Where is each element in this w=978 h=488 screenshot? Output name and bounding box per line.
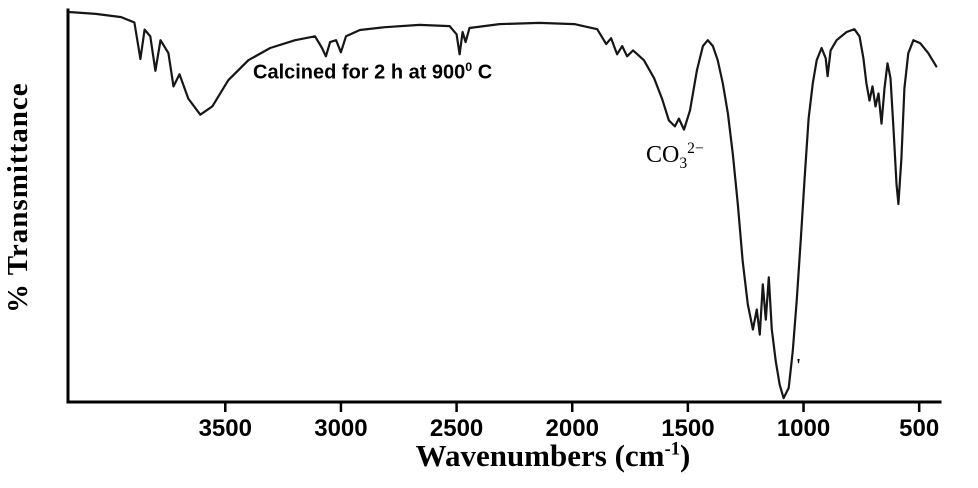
carbonate-label: CO32−	[646, 140, 704, 173]
x-axis-tick-label: 2000	[546, 415, 599, 442]
spectrum-curve	[67, 10, 938, 400]
x-axis-tick-label: 1000	[777, 415, 830, 442]
calcined-annotation-unit: C	[472, 61, 493, 84]
y-axis-label: % Transmittance	[2, 82, 34, 314]
x-axis-label-close: )	[680, 438, 691, 473]
x-axis-label-text: Wavenumbers (cm	[415, 438, 665, 473]
x-axis-tick-label: 2500	[430, 415, 483, 442]
x-axis-tick-label: 1500	[661, 415, 714, 442]
x-axis-tick-label: 3000	[314, 415, 367, 442]
calcined-annotation: Calcined for 2 h at 9000 C	[253, 60, 492, 85]
x-axis-label: Wavenumbers (cm-1)	[128, 438, 978, 474]
carbonate-label-subscript: 3	[679, 154, 688, 172]
x-axis-tick-label: 3500	[199, 415, 252, 442]
carbonate-label-superscript: 2−	[687, 140, 704, 157]
x-axis-label-superscript: -1	[664, 438, 681, 460]
x-axis-tick-label: 500	[899, 415, 939, 442]
calcined-annotation-superscript: 0	[465, 60, 473, 74]
calcined-annotation-text: Calcined for 2 h at 900	[253, 61, 466, 84]
plot-axes	[66, 8, 942, 404]
stray-mark: '	[796, 355, 802, 375]
carbonate-label-text: CO	[646, 142, 680, 168]
